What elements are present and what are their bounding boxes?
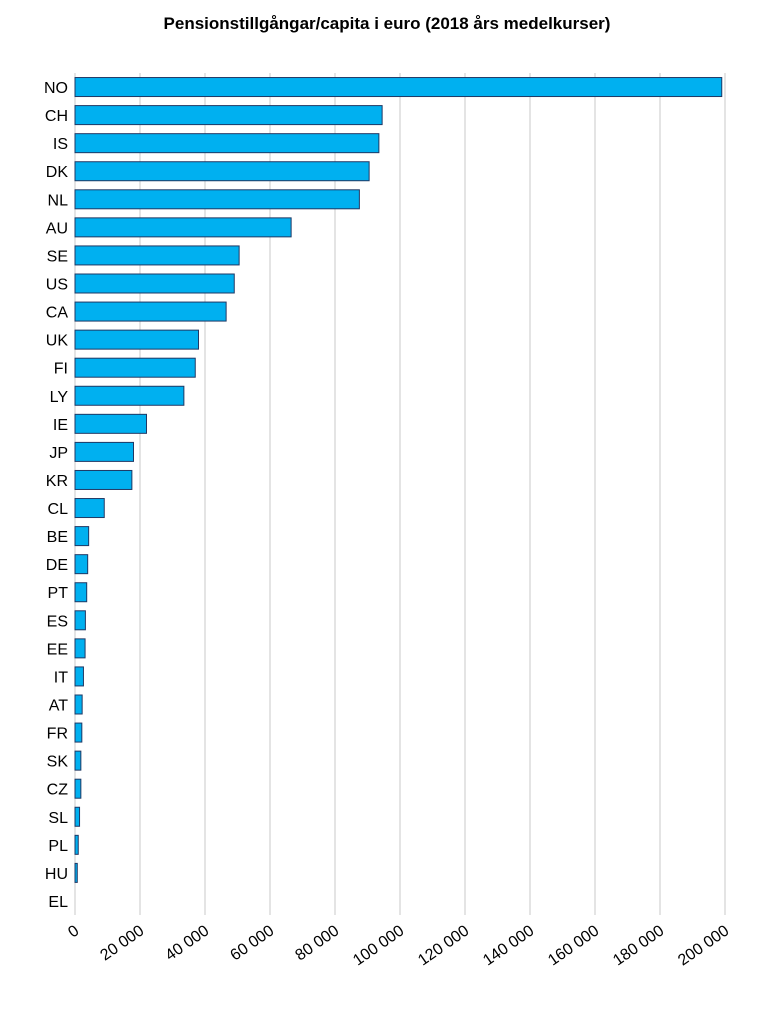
bar-dk [74, 161, 370, 182]
bar-cz [74, 778, 82, 799]
x-tick-label: 20 000 [97, 922, 147, 964]
bar-hu [74, 862, 78, 883]
bar-kr [74, 469, 133, 490]
category-label-pl: PL [48, 838, 68, 855]
category-label-kr: KR [46, 473, 68, 490]
category-label-el: EL [48, 894, 68, 911]
x-tick-label: 60 000 [227, 922, 277, 964]
bars [74, 77, 723, 883]
category-label-au: AU [46, 220, 68, 237]
category-label-is: IS [53, 136, 68, 153]
x-tick-label: 0 [65, 922, 82, 941]
bar-sk [74, 750, 82, 771]
category-label-us: US [46, 277, 68, 294]
category-label-it: IT [54, 669, 68, 686]
category-label-ly: LY [50, 389, 69, 406]
bar-ch [74, 105, 383, 126]
category-label-dk: DK [46, 164, 69, 181]
x-tick-label: 160 000 [545, 922, 602, 969]
x-tick-label: 180 000 [610, 922, 667, 969]
category-label-sk: SK [47, 754, 69, 771]
bar-nl [74, 189, 360, 210]
category-label-fr: FR [47, 726, 68, 743]
category-label-es: ES [47, 613, 68, 630]
category-label-nl: NL [48, 192, 69, 209]
x-tick-label: 140 000 [480, 922, 537, 969]
bar-cl [74, 498, 105, 519]
category-label-ca: CA [46, 305, 69, 322]
bar-fr [74, 722, 83, 743]
bar-ee [74, 638, 86, 659]
category-label-be: BE [47, 529, 68, 546]
category-label-de: DE [46, 557, 68, 574]
bar-it [74, 666, 84, 687]
category-label-ie: IE [53, 417, 68, 434]
x-tick-label: 100 000 [350, 922, 407, 969]
bar-fi [74, 357, 196, 378]
gridlines [74, 73, 726, 915]
category-label-ch: CH [45, 108, 68, 125]
bar-no [74, 77, 723, 98]
category-label-hu: HU [45, 866, 68, 883]
bar-sl [74, 806, 81, 827]
category-labels: NO CH IS DK NL AU SE US CA UK FI LY IE JP KR CL BE DE PT ES… [44, 80, 68, 911]
x-tick-label: 200 000 [675, 922, 732, 969]
x-tick-label: 120 000 [415, 922, 472, 969]
bar-us [74, 273, 235, 294]
bar-au [74, 217, 292, 238]
category-label-fi: FI [54, 361, 68, 378]
category-label-uk: UK [46, 333, 69, 350]
bar-jp [74, 441, 134, 462]
bar-de [74, 554, 89, 575]
bar-es [74, 610, 86, 631]
category-label-at: AT [49, 698, 68, 715]
category-label-se: SE [47, 248, 68, 265]
chart-title: Pensionstillgångar/capita i euro (2018 å… [163, 14, 611, 33]
category-label-cl: CL [48, 501, 69, 518]
bar-se [74, 245, 240, 266]
x-tick-label: 40 000 [162, 922, 212, 964]
bar-is [74, 133, 380, 154]
bar-ly [74, 385, 185, 406]
bar-ca [74, 301, 227, 322]
bar-uk [74, 329, 199, 350]
category-label-sl: SL [48, 810, 68, 827]
x-tick-labels: 0 20 000 40 000 60 000 80 000 100 000 120 000 1… [65, 922, 732, 969]
bar-pl [74, 834, 79, 855]
category-label-cz: CZ [47, 782, 69, 799]
bar-be [74, 526, 90, 547]
x-tick-label: 80 000 [292, 922, 342, 964]
bar-ie [74, 413, 147, 434]
bar-pt [74, 582, 88, 603]
category-label-pt: PT [48, 585, 69, 602]
bar-at [74, 694, 83, 715]
category-label-no: NO [44, 80, 68, 97]
category-label-ee: EE [47, 641, 68, 658]
category-label-jp: JP [49, 445, 68, 462]
